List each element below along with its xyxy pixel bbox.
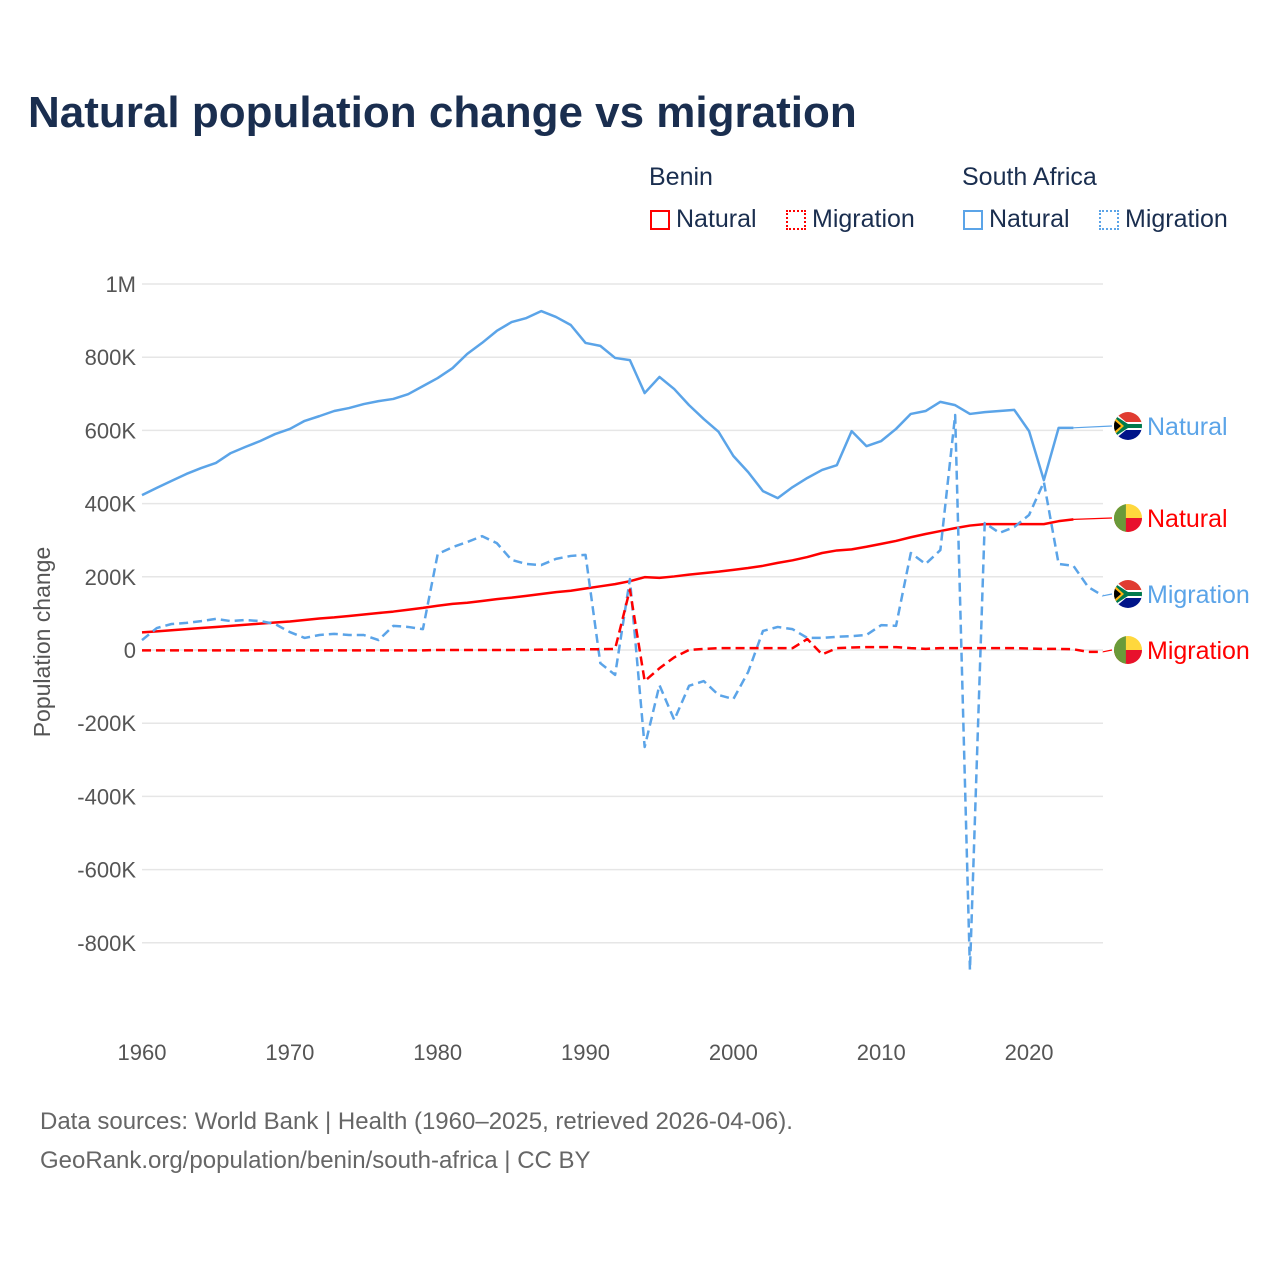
end-label: Natural: [1147, 413, 1228, 441]
x-tick-label: 1980: [413, 1040, 462, 1065]
south-africa-flag-icon: [1114, 412, 1142, 440]
sa-migration-line: [141, 413, 1104, 972]
legend-group-south-africa: South Africa: [962, 163, 1097, 191]
legend-label: Migration: [1125, 205, 1228, 233]
x-tick-label: 2000: [709, 1040, 758, 1065]
y-tick-label: 200K: [85, 565, 137, 590]
legend-swatch-dotted: [1099, 209, 1119, 230]
flag-body: [1114, 412, 1142, 440]
legend-swatch-solid: [963, 209, 983, 230]
legend-benin-migration[interactable]: Migration: [786, 205, 915, 234]
legend-group-benin: Benin: [649, 163, 713, 191]
y-tick-label: -200K: [77, 711, 136, 736]
benin-migration-line: [142, 588, 1103, 683]
flag-black: [1114, 420, 1121, 432]
x-tick-label: 2010: [857, 1040, 906, 1065]
flag-green: [1114, 636, 1126, 664]
flag-green: [1114, 583, 1142, 605]
legend-label: Migration: [812, 205, 915, 233]
sa-natural-line: [141, 309, 1074, 500]
legend-swatch-dotted: [786, 209, 806, 230]
flag-body: [1114, 504, 1142, 532]
label-connector: [1073, 517, 1113, 520]
legend-label: Natural: [989, 205, 1070, 233]
y-tick-label: 600K: [85, 418, 137, 443]
y-tick-label: 800K: [85, 345, 137, 370]
x-tick-label: 1960: [118, 1040, 167, 1065]
source-link[interactable]: GeoRank.org/population/benin/south-afric…: [40, 1147, 591, 1174]
south-africa-flag-icon: [1114, 580, 1142, 608]
end-label: Natural: [1147, 505, 1228, 533]
legend-sa-natural[interactable]: Natural: [963, 205, 1070, 234]
y-tick-label: 0: [124, 638, 136, 663]
legend-label: Natural: [676, 205, 757, 233]
end-label: Migration: [1147, 581, 1250, 609]
benin-flag-icon: [1114, 504, 1142, 532]
flag-black: [1114, 588, 1121, 600]
y-tick-label: 400K: [85, 492, 137, 517]
flag-body: [1114, 636, 1142, 664]
chart-title: Natural population change vs migration: [28, 88, 857, 137]
label-connector: [1102, 649, 1113, 653]
legend-benin-natural[interactable]: Natural: [650, 205, 757, 234]
x-tick-label: 1970: [265, 1040, 314, 1065]
flag-green: [1114, 504, 1126, 532]
flag-green: [1114, 415, 1142, 437]
y-tick-label: -600K: [77, 858, 136, 883]
label-connector: [1073, 425, 1113, 429]
legend-swatch-solid: [650, 209, 670, 230]
x-tick-label: 1990: [561, 1040, 610, 1065]
benin-flag-icon: [1114, 636, 1142, 664]
flag-body: [1114, 580, 1142, 608]
x-tick-label: 2020: [1005, 1040, 1054, 1065]
y-tick-label: -400K: [77, 784, 136, 809]
y-axis-label: Population change: [29, 547, 55, 738]
label-connector: [1102, 593, 1113, 597]
source-text: Data sources: World Bank | Health (1960–…: [40, 1108, 793, 1135]
benin-natural-line: [141, 518, 1074, 634]
y-tick-label: 1M: [105, 272, 136, 297]
end-label: Migration: [1147, 637, 1250, 665]
y-tick-label: -800K: [77, 931, 136, 956]
legend-sa-migration[interactable]: Migration: [1099, 205, 1228, 234]
